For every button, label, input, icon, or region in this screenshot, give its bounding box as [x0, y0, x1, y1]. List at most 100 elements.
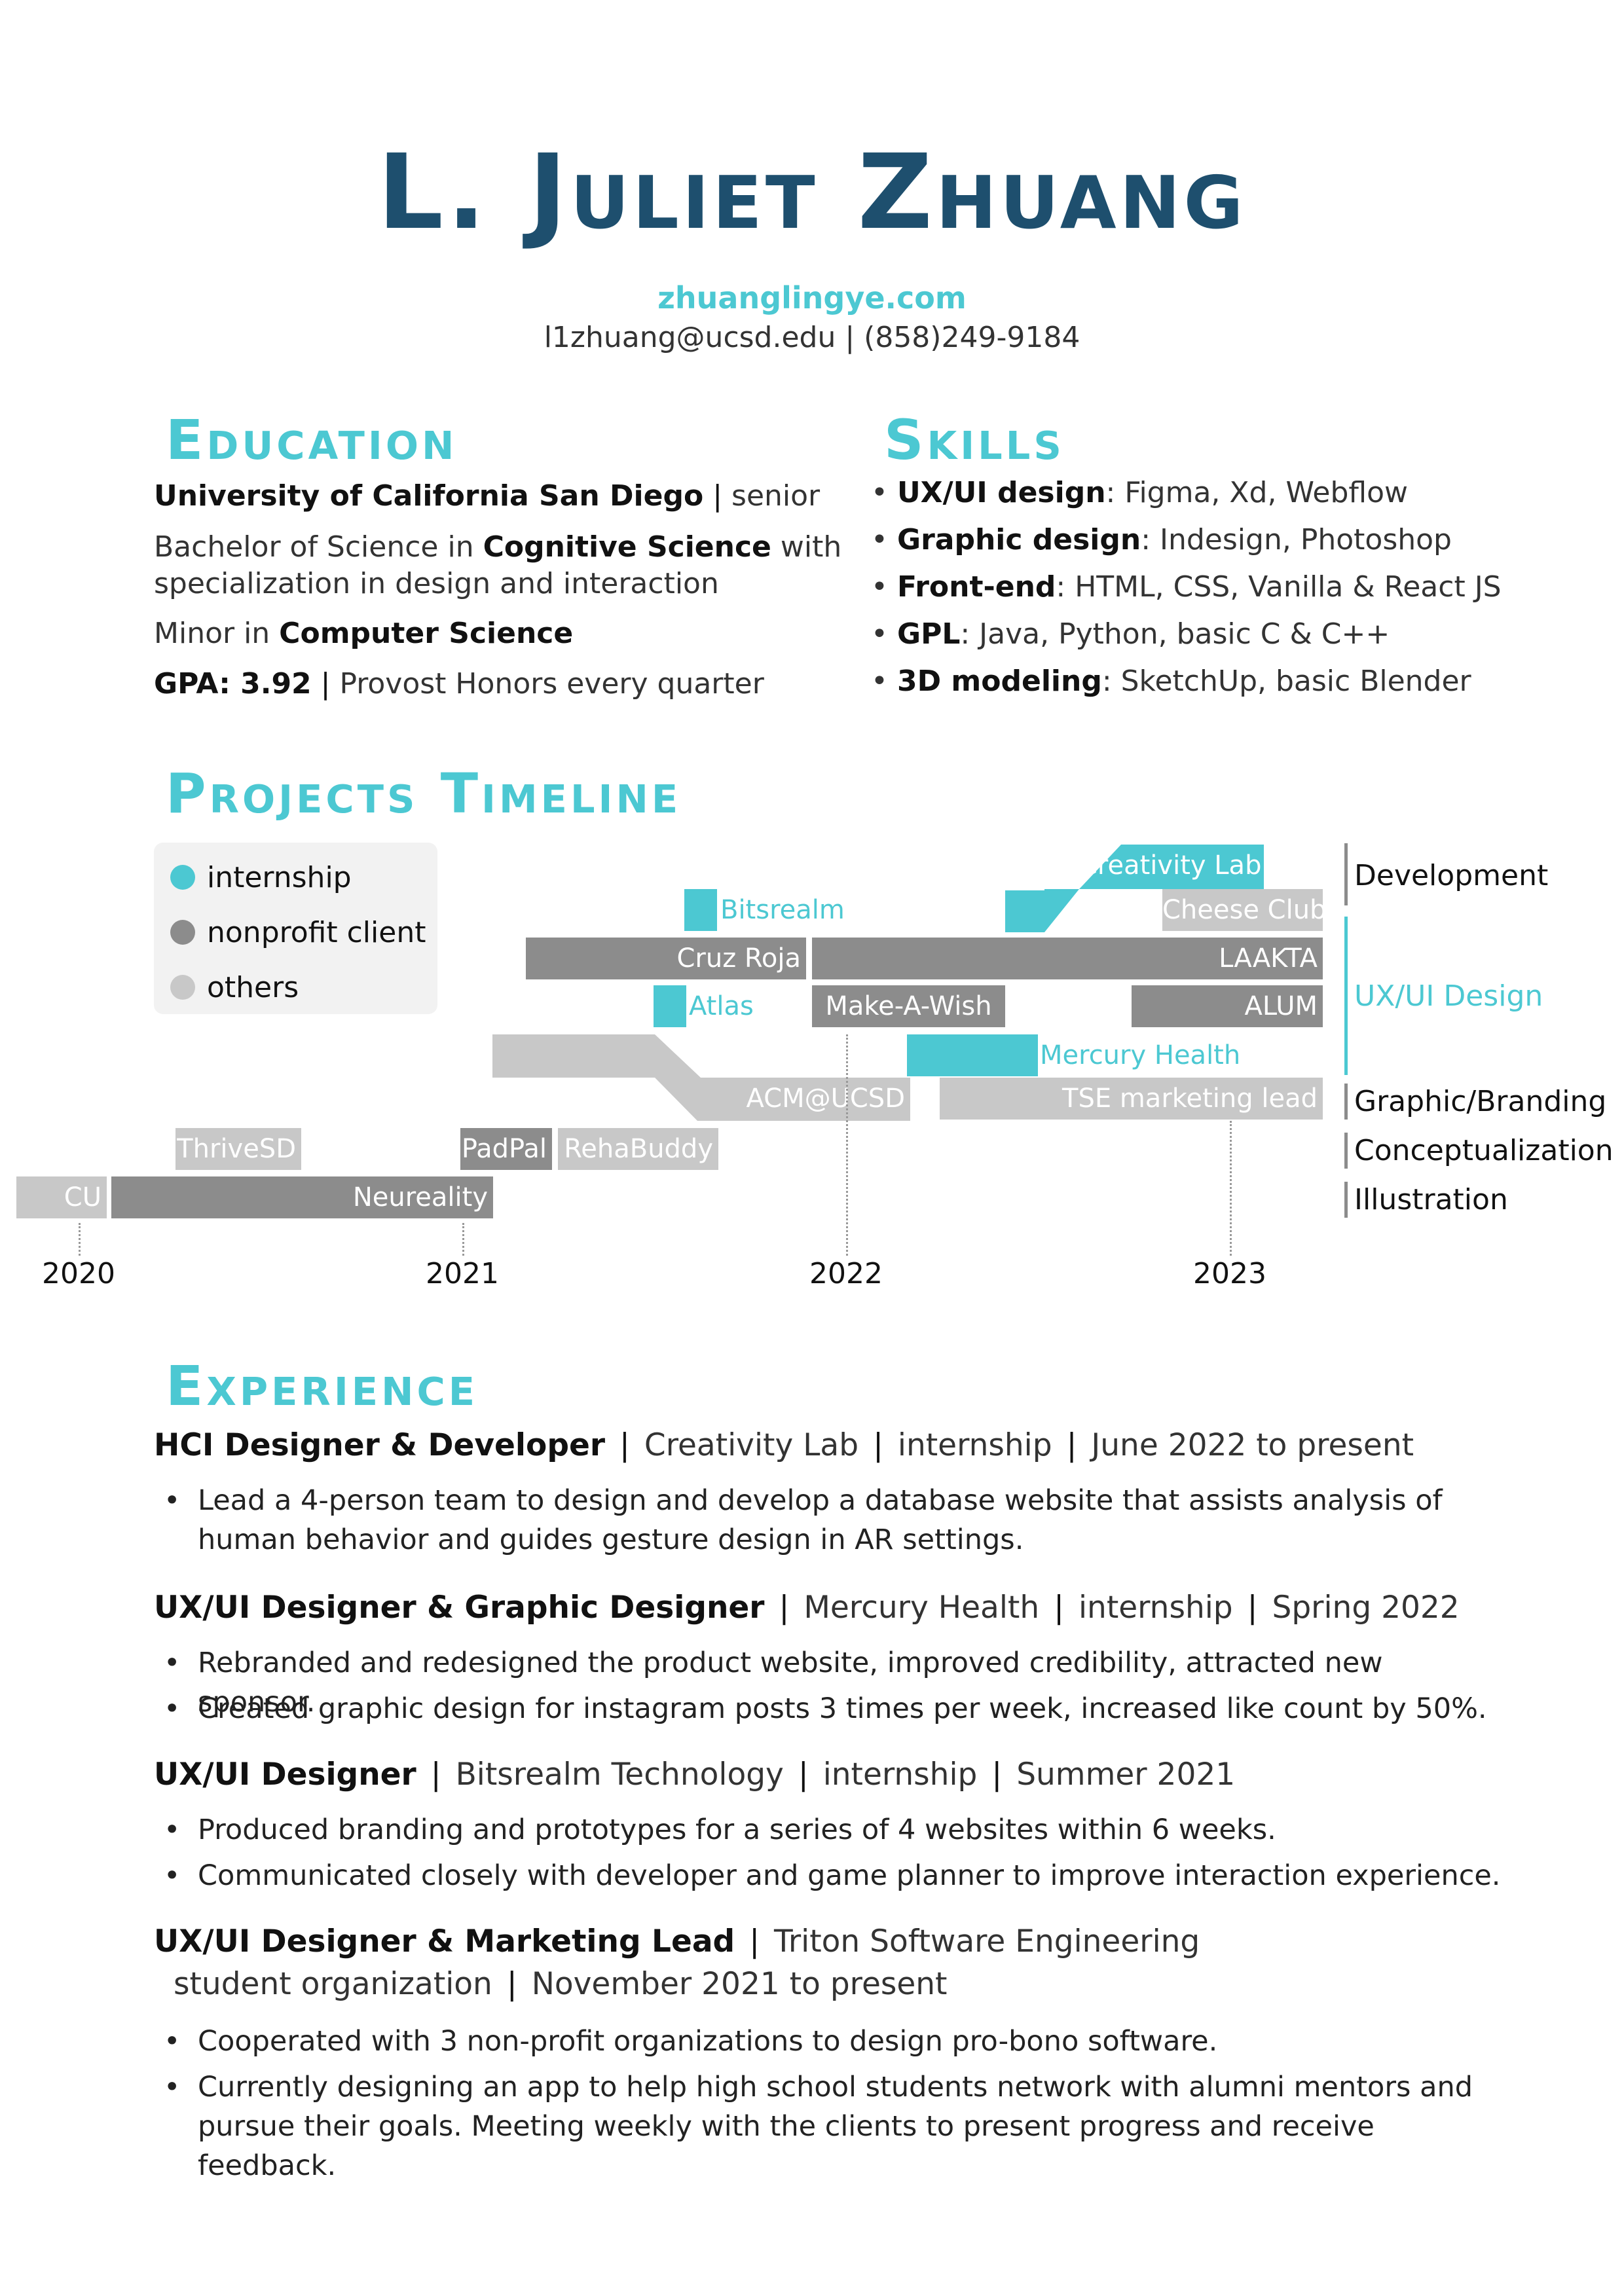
bullet-text: Cooperated with 3 non-profit organizatio…: [198, 2025, 1218, 2058]
bullet-text: Communicated closely with developer and …: [198, 1859, 1501, 1892]
skill-value: : Figma, Xd, Webflow: [1105, 476, 1408, 509]
cheese-club-bar: Cheese Club: [1162, 889, 1326, 931]
padpal-bar: PadPal: [460, 1128, 552, 1170]
job-date: June 2022 to present: [1091, 1427, 1414, 1463]
degree-major: Cognitive Science: [483, 530, 771, 564]
job-date: Spring 2022: [1272, 1590, 1460, 1626]
category-bar-illustration: [1344, 1182, 1348, 1218]
job-org: Mercury Health: [803, 1590, 1040, 1626]
job-type: student organization: [174, 1966, 492, 2002]
rehabuddy-bar: RehaBuddy: [558, 1128, 718, 1170]
category-uxui: UX/UI Design: [1354, 979, 1543, 1013]
skill-item: • GPL: Java, Python, basic C & C++: [871, 617, 1390, 651]
mercury-health-bar: [907, 1034, 1038, 1076]
year-tick: [79, 1223, 81, 1256]
bullet-text: Produced branding and prototypes for a s…: [198, 1813, 1276, 1846]
category-conceptualization: Conceptualization: [1354, 1134, 1614, 1167]
skill-item: • 3D modeling: SketchUp, basic Blender: [871, 665, 1471, 698]
minor-value: Computer Science: [279, 617, 574, 650]
job-org: Creativity Lab: [644, 1427, 859, 1463]
job-header: UX/UI Designer | Bitsrealm Technology | inte…: [154, 1757, 1236, 1793]
skills-heading: Skills: [884, 408, 1065, 472]
skill-item: • Graphic design: Indesign, Photoshop: [871, 523, 1452, 556]
education-gpa: GPA: 3.92 | Provost Honors every quarter: [154, 667, 764, 701]
skill-name: GPL: [896, 617, 961, 651]
tse-bar: TSE marketing lead: [940, 1078, 1323, 1120]
skill-value: : Java, Python, basic C & C++: [960, 617, 1390, 651]
year-tick: [1230, 1121, 1232, 1256]
page-title: L. Juliet Zhuang: [377, 132, 1247, 253]
skill-item: • Front-end: HTML, CSS, Vanilla & React …: [871, 570, 1502, 604]
job-role: HCI Designer & Developer: [154, 1427, 606, 1463]
legend-item-internship: internship: [170, 860, 352, 896]
neureality-bar: Neureality: [111, 1176, 493, 1218]
skill-name: UX/UI design: [896, 476, 1106, 509]
timeline-legend: internship nonprofit client others: [154, 843, 437, 1014]
job-header: HCI Designer & Developer | Creativity Lab |…: [154, 1427, 1414, 1463]
thrivesd-bar: ThriveSD: [175, 1128, 301, 1170]
contact-info: l1zhuang@ucsd.edu | (858)249-9184: [544, 321, 1080, 354]
category-bar-conceptualization: [1344, 1133, 1348, 1169]
cruz-roja-bar: Cruz Roja: [526, 938, 806, 979]
bullet-text: Rebranded and redesigned the product web…: [198, 1647, 1383, 1719]
bitsrealm-bar: [684, 889, 717, 931]
bullet-text: Created graphic design for instagram pos…: [198, 1692, 1487, 1725]
job-role: UX/UI Designer & Marketing Lead: [154, 1923, 735, 1959]
gray-dot-icon: [170, 920, 195, 945]
creativity-lab-label: Creativity Lab: [1079, 850, 1262, 881]
skill-value: : SketchUp, basic Blender: [1101, 665, 1471, 698]
job-bullet: • Cooperated with 3 non-profit organizati…: [164, 2022, 1506, 2061]
job-bullet: • Lead a 4-person team to design and deve…: [164, 1481, 1506, 1559]
education-degree-line2: specialization in design and interaction: [154, 567, 719, 600]
experience-heading: Experience: [166, 1354, 479, 1418]
make-a-wish-bar: Make-A-Wish: [812, 985, 1005, 1027]
job-type: internship: [822, 1757, 978, 1793]
skill-item: • UX/UI design: Figma, Xd, Webflow: [871, 476, 1408, 509]
degree-prefix: Bachelor of Science in: [154, 530, 483, 564]
category-illustration: Illustration: [1354, 1183, 1508, 1216]
education-minor: Minor in Computer Science: [154, 615, 573, 652]
acm-label: ACM@UCSD: [746, 1084, 906, 1114]
standing: senior: [731, 479, 821, 513]
job-header: UX/UI Designer & Graphic Designer | Mercur…: [154, 1590, 1460, 1626]
legend-item-nonprofit: nonprofit client: [170, 915, 426, 951]
job-role: UX/UI Designer: [154, 1757, 416, 1793]
alum-bar: ALUM: [1132, 985, 1323, 1027]
degree-suffix: with: [771, 530, 842, 564]
job-type: internship: [1078, 1590, 1233, 1626]
category-bar-development: [1344, 843, 1348, 905]
atlas-label: Atlas: [689, 991, 754, 1021]
skill-name: Graphic design: [896, 523, 1141, 556]
legend-label: nonprofit client: [207, 916, 426, 949]
education-school: University of California San Diego | senio…: [154, 479, 821, 513]
year-label: 2023: [1193, 1257, 1266, 1290]
education-degree: Bachelor of Science in Cognitive Science…: [154, 529, 841, 566]
job-bullet: • Produced branding and prototypes for a …: [164, 1810, 1506, 1850]
website-link[interactable]: zhuanglingye.com: [657, 280, 967, 316]
year-tick: [462, 1223, 464, 1256]
job-bullet: • Created graphic design for instagram po…: [164, 1689, 1506, 1728]
category-bar-graphic: [1344, 1084, 1348, 1120]
job-type: internship: [897, 1427, 1052, 1463]
mercury-health-label: Mercury Health: [1040, 1040, 1241, 1070]
year-label: 2020: [42, 1257, 115, 1290]
job-org: Triton Software Engineering: [774, 1923, 1200, 1959]
job-bullet: • Currently designing an app to help high…: [164, 2068, 1506, 2185]
legend-label: others: [207, 971, 299, 1004]
cu-bar: CU: [16, 1176, 107, 1218]
skill-name: 3D modeling: [896, 665, 1102, 698]
job-date: Summer 2021: [1016, 1757, 1236, 1793]
year-tick: [846, 1034, 848, 1256]
creativity-lab-bar: [1005, 845, 1264, 932]
skill-value: : HTML, CSS, Vanilla & React JS: [1056, 570, 1502, 604]
skill-value: : Indesign, Photoshop: [1141, 523, 1452, 556]
category-graphic: Graphic/Branding: [1354, 1085, 1607, 1118]
minor-prefix: Minor in: [154, 617, 280, 650]
timeline-heading: Projects Timeline: [166, 761, 682, 826]
teal-dot-icon: [170, 865, 195, 890]
job-bullet: • Communicated closely with developer and…: [164, 1856, 1506, 1895]
job-role: UX/UI Designer & Graphic Designer: [154, 1590, 765, 1626]
year-label: 2022: [809, 1257, 883, 1290]
job-header-line2: student organization | November 2021 to pr…: [174, 1966, 948, 2002]
